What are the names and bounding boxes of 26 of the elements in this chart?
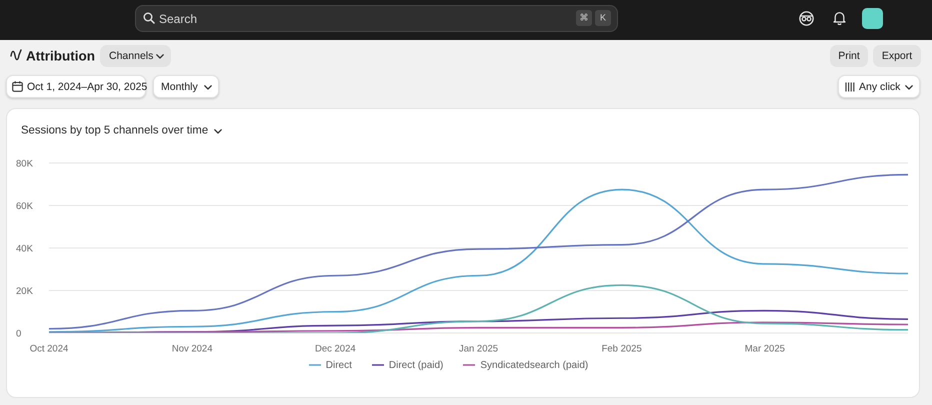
- text: ⌘: [580, 12, 588, 22]
- y-tick-label: 20K: [16, 286, 34, 297]
- text: K: [600, 12, 606, 22]
- legend-label: Syndicatedsearch (paid): [480, 360, 588, 371]
- x-tick-label: Mar 2025: [744, 344, 785, 355]
- text: Search: [159, 12, 198, 26]
- y-tick-label: 60K: [16, 200, 34, 212]
- text: Monthly: [161, 80, 198, 92]
- x-tick-label: Dec 2024: [314, 344, 356, 355]
- x-tick-label: Oct 2024: [30, 344, 68, 355]
- legend-label: Direct (paid): [388, 360, 444, 371]
- y-tick-label: 80K: [16, 158, 34, 170]
- text: Oct 1, 2024–Apr 30, 2025: [27, 80, 148, 92]
- text: Export: [882, 50, 912, 62]
- x-tick-label: Nov 2024: [172, 344, 213, 355]
- legend-label: Direct: [326, 360, 352, 371]
- line-series: [49, 284, 908, 333]
- text: Channels: [109, 50, 154, 62]
- x-tick-label: Feb 2025: [602, 344, 642, 355]
- text: Print: [838, 50, 860, 62]
- y-tick-label: 40K: [16, 243, 34, 254]
- y-tick-label: 0: [16, 328, 22, 340]
- chart-title: Sessions by top 5 channels over time: [21, 124, 208, 137]
- text: Attribution: [26, 48, 95, 64]
- x-tick-label: Jan 2025: [458, 344, 498, 355]
- text: Any click: [859, 80, 900, 92]
